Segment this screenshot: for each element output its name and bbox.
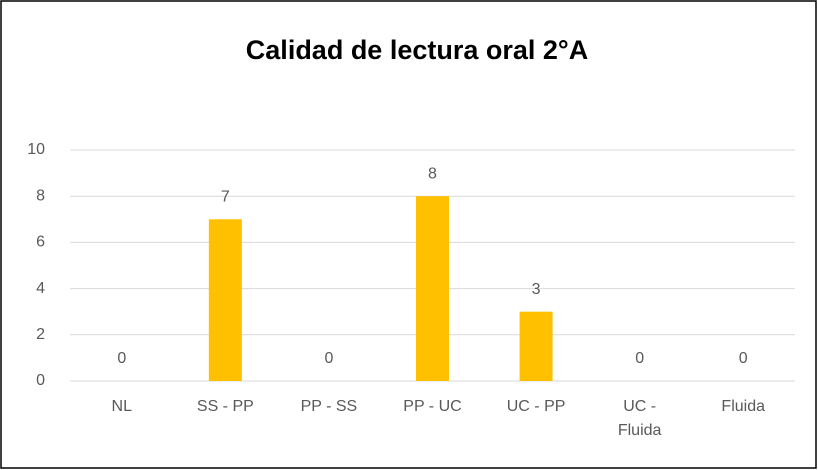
x-tick-label: Fluida: [721, 398, 765, 415]
chart-title: Calidad de lectura oral 2°A: [246, 35, 588, 65]
bar: [416, 196, 449, 381]
y-tick-label: 2: [36, 326, 45, 343]
y-tick-label: 8: [36, 187, 45, 204]
bar: [519, 311, 553, 381]
y-tick-label: 6: [36, 234, 45, 251]
data-label: 3: [532, 281, 541, 298]
x-tick-label: SS - PP: [197, 398, 254, 415]
x-tick-label: UC -Fluida: [618, 398, 662, 439]
data-label: 0: [739, 350, 748, 367]
data-label: 0: [324, 350, 333, 367]
data-label: 7: [221, 189, 230, 206]
x-tick-label: PP - UC: [403, 398, 461, 415]
bar: [208, 219, 242, 381]
data-label: 0: [635, 350, 644, 367]
y-tick-label: 4: [36, 280, 45, 297]
x-tick-label: PP - SS: [301, 398, 358, 415]
data-label: 8: [428, 165, 437, 182]
x-tick-label: NL: [112, 398, 133, 415]
y-tick-label: 0: [36, 372, 45, 389]
x-tick-label: UC - PP: [507, 398, 566, 415]
data-label: 0: [117, 350, 126, 367]
y-tick-label: 10: [27, 141, 45, 158]
